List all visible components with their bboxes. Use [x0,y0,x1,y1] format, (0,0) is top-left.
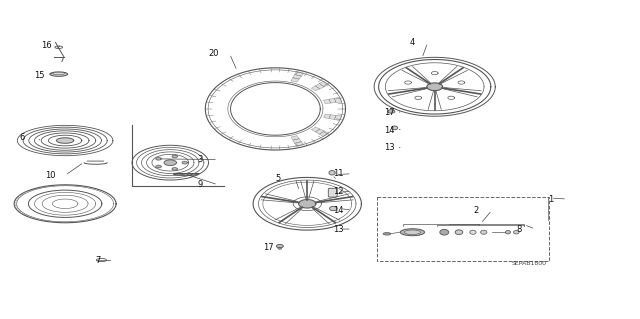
Ellipse shape [513,231,519,234]
Polygon shape [427,83,442,91]
Polygon shape [324,99,331,104]
Polygon shape [329,98,336,103]
Ellipse shape [383,233,391,235]
Polygon shape [182,161,188,164]
Text: 7: 7 [96,256,101,265]
Polygon shape [299,200,316,208]
Text: 17: 17 [262,243,273,252]
Ellipse shape [470,230,476,234]
Polygon shape [329,115,336,120]
Text: 6: 6 [19,133,24,142]
Polygon shape [319,81,329,87]
Ellipse shape [53,72,65,75]
Text: 15: 15 [35,71,45,80]
Text: 5: 5 [275,174,281,183]
Text: 4: 4 [409,38,415,47]
Ellipse shape [481,230,487,234]
Ellipse shape [50,72,68,76]
Text: 1: 1 [548,195,554,204]
Text: 20: 20 [209,49,219,58]
Text: 13: 13 [384,143,394,152]
Ellipse shape [404,230,420,234]
Bar [378,197,549,261]
Text: 10: 10 [45,171,55,180]
Text: 2: 2 [473,206,478,215]
Text: 3: 3 [198,155,203,164]
FancyBboxPatch shape [328,188,337,197]
Polygon shape [293,75,301,79]
Ellipse shape [330,206,337,211]
Ellipse shape [392,126,397,130]
Text: 12: 12 [333,187,343,196]
Polygon shape [291,78,299,82]
Text: 17: 17 [384,108,394,116]
Polygon shape [294,142,304,146]
Text: 14: 14 [333,206,343,215]
Text: 14: 14 [384,126,394,135]
Polygon shape [334,97,342,102]
Text: 9: 9 [198,180,203,189]
Text: 8: 8 [516,225,522,234]
Ellipse shape [400,229,424,236]
Ellipse shape [440,229,449,235]
Polygon shape [324,114,331,119]
FancyArrowPatch shape [334,177,335,178]
Text: 16: 16 [41,41,52,50]
Polygon shape [293,139,301,143]
Polygon shape [156,158,161,160]
Polygon shape [316,84,324,89]
Polygon shape [319,131,329,137]
Polygon shape [156,165,161,168]
Polygon shape [173,174,199,176]
Ellipse shape [278,248,282,249]
Ellipse shape [506,231,511,234]
Ellipse shape [388,110,395,113]
Text: 13: 13 [333,225,344,234]
Polygon shape [294,71,304,76]
Polygon shape [172,168,177,170]
Text: 11: 11 [333,169,343,178]
Polygon shape [312,86,320,91]
Polygon shape [312,127,320,132]
Polygon shape [56,138,74,143]
Ellipse shape [329,171,335,175]
Polygon shape [316,129,324,134]
Polygon shape [334,115,342,121]
Ellipse shape [455,230,463,234]
Ellipse shape [276,244,284,248]
Polygon shape [172,155,177,158]
Polygon shape [164,160,177,166]
Text: SEPAB1800: SEPAB1800 [511,261,546,266]
Polygon shape [291,136,299,140]
